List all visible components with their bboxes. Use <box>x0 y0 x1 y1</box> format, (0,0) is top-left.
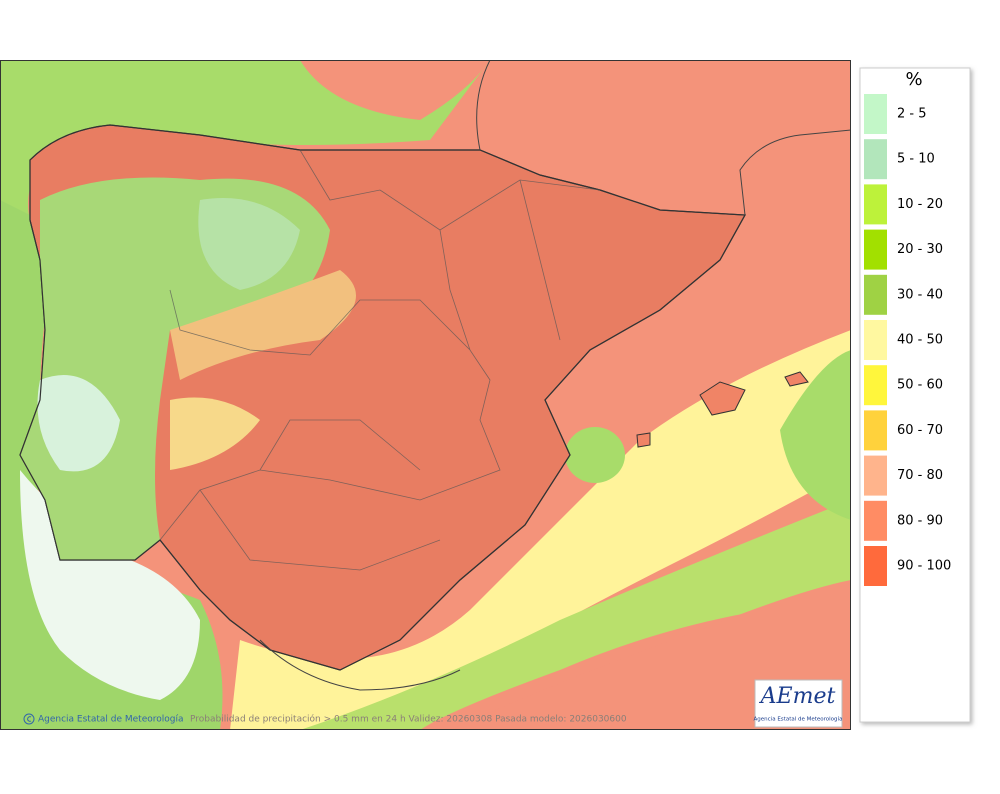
portugal-low-area <box>37 375 120 472</box>
coastline <box>19 124 746 671</box>
legend-swatch <box>864 546 887 586</box>
logo-subtitle: Agencia Estatal de Meteorología <box>754 716 843 723</box>
mallorca <box>699 381 746 416</box>
france-coast <box>476 60 851 216</box>
legend-label: 20 - 30 <box>897 242 943 257</box>
copyright-icon <box>23 713 35 725</box>
legend-label: 2 - 5 <box>897 107 927 122</box>
legend-label: 70 - 80 <box>897 468 943 483</box>
legend-swatch <box>864 365 887 406</box>
legend-label: 60 - 70 <box>897 423 943 438</box>
legend-swatch <box>864 320 887 360</box>
central-band <box>170 270 356 380</box>
copyright-icon-c <box>27 716 32 722</box>
africa-area <box>450 580 851 730</box>
legend-title: % <box>905 69 922 90</box>
region-borders <box>159 149 601 571</box>
africa-coast <box>259 639 461 691</box>
caption: Probabilidad de precipitación > 0.5 mm e… <box>190 714 627 725</box>
extremadura-band <box>170 397 260 470</box>
legend-label: 5 - 10 <box>897 152 935 167</box>
med-green-band <box>300 500 851 730</box>
biscay-area <box>0 60 490 240</box>
east-green-patch <box>780 350 851 520</box>
legend-label: 40 - 50 <box>897 333 943 348</box>
med-yellow-band <box>230 330 851 730</box>
legend-swatch <box>864 139 887 180</box>
map-frame <box>0 60 851 730</box>
legend-swatch <box>864 500 887 541</box>
legend-label: 50 - 60 <box>897 378 943 393</box>
legend-label: 30 - 40 <box>897 287 943 302</box>
logo-name: AEmet <box>759 684 836 709</box>
credit: Agencia Estatal de Meteorología <box>38 715 184 725</box>
legend-swatch <box>864 455 887 496</box>
legend-swatch <box>864 410 887 451</box>
legend: % 2 - 5 5 - 10 10 - 20 20 - 30 30 - 40 40 - 5… <box>859 67 971 723</box>
med-green-patch <box>565 427 625 483</box>
legend-label: 10 - 20 <box>897 197 943 212</box>
ibiza <box>636 432 651 448</box>
legend-swatch <box>864 229 887 270</box>
legend-swatch <box>864 184 887 225</box>
legend-swatch <box>864 274 887 315</box>
legend-label: 80 - 90 <box>897 513 943 528</box>
legend-swatch <box>864 94 887 134</box>
logo-box <box>754 679 843 728</box>
legend-label: 90 - 100 <box>897 559 951 574</box>
menorca <box>784 371 809 387</box>
duero-area <box>198 198 300 290</box>
map: Agencia Estatal de Meteorología Probabil… <box>0 60 851 730</box>
